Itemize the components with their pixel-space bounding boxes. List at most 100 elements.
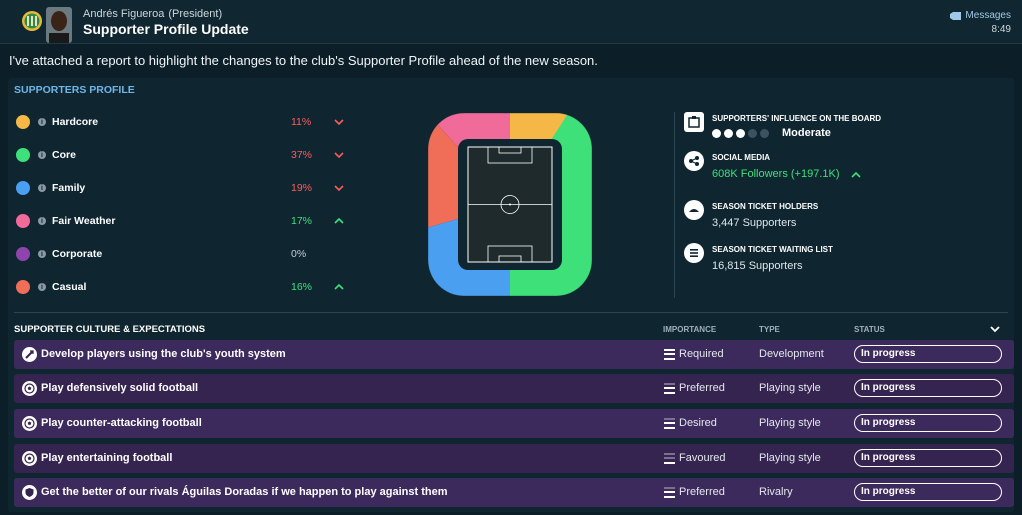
report-panel: SUPPORTERS PROFILE i Hardcore 11% i Core… xyxy=(8,78,1014,512)
segment-family[interactable]: i Family 19% xyxy=(16,178,346,198)
status-column-header[interactable]: STATUS xyxy=(854,325,885,334)
segment-percent: 19% xyxy=(291,182,313,194)
segment-corporate[interactable]: i Corporate 0% xyxy=(16,244,346,264)
segment-percent: 37% xyxy=(291,149,313,161)
season-ticket-label: SEASON TICKET HOLDERS xyxy=(712,202,819,211)
football-icon xyxy=(22,381,37,396)
importance-cell: Favoured xyxy=(664,452,725,464)
influence-dot xyxy=(724,129,733,138)
segment-name: Corporate xyxy=(52,248,103,260)
info-icon[interactable]: i xyxy=(38,151,46,159)
segment-percent: 11% xyxy=(291,116,312,128)
culture-row[interactable]: Play counter-attacking football Desired … xyxy=(14,409,1014,438)
segment-name: Core xyxy=(52,149,76,161)
segment-color-dot xyxy=(16,148,30,162)
influence-level-dots xyxy=(712,129,769,138)
football-icon xyxy=(22,451,37,466)
segment-color-dot xyxy=(16,214,30,228)
social-media-icon xyxy=(684,151,704,171)
type-value: Rivalry xyxy=(759,486,793,498)
board-icon xyxy=(684,112,704,132)
importance-level-bars xyxy=(664,452,675,464)
culture-row[interactable]: Play entertaining football Favoured Play… xyxy=(14,444,1014,473)
importance-value: Required xyxy=(679,348,724,360)
sender-role: (President) xyxy=(168,8,223,20)
messages-label: Messages xyxy=(965,10,1011,21)
importance-cell: Required xyxy=(664,348,724,360)
influence-value: Moderate xyxy=(782,127,831,139)
segment-fair-weather[interactable]: i Fair Weather 17% xyxy=(16,211,346,231)
supporters-profile-title: SUPPORTERS PROFILE xyxy=(14,84,135,96)
importance-value: Preferred xyxy=(679,382,725,394)
chevron-down-icon[interactable] xyxy=(990,324,1000,334)
info-icon[interactable]: i xyxy=(38,250,46,258)
info-icon[interactable]: i xyxy=(38,118,46,126)
waiting-list-label: SEASON TICKET WAITING LIST xyxy=(712,245,833,254)
season-ticket-value: 3,447 Supporters xyxy=(712,217,797,229)
social-media-label: SOCIAL MEDIA xyxy=(712,153,771,162)
importance-cell: Desired xyxy=(664,417,717,429)
expectation-text: Play entertaining football xyxy=(41,452,173,464)
importance-level-bars xyxy=(664,348,675,360)
segment-color-dot xyxy=(16,280,30,294)
expectation-text: Play defensively solid football xyxy=(41,382,199,394)
football-icon xyxy=(22,416,37,431)
type-value: Playing style xyxy=(759,452,821,464)
rivalry-shield-icon xyxy=(22,485,37,500)
importance-cell: Preferred xyxy=(664,486,725,498)
importance-value: Favoured xyxy=(679,452,726,464)
segment-percent: 17% xyxy=(291,215,313,227)
info-icon[interactable]: i xyxy=(38,217,46,225)
info-icon[interactable]: i xyxy=(38,283,46,291)
segment-name: Hardcore xyxy=(52,116,99,128)
messages-link[interactable]: Messages xyxy=(950,10,1011,21)
horizontal-divider xyxy=(14,312,1008,313)
importance-column-header[interactable]: IMPORTANCE xyxy=(663,325,717,334)
trend-down-icon xyxy=(334,185,344,192)
segment-name: Fair Weather xyxy=(52,215,116,227)
type-value: Playing style xyxy=(759,417,821,429)
waiting-list-value: 16,815 Supporters xyxy=(712,260,803,272)
trend-down-icon xyxy=(334,152,344,159)
trend-up-icon xyxy=(334,283,344,290)
vertical-divider xyxy=(674,112,675,298)
expectation-text: Get the better of our rivals Águilas Dor… xyxy=(41,486,448,498)
season-ticket-icon xyxy=(684,200,704,220)
message-header: Andrés Figueroa (President) Supporter Pro… xyxy=(0,0,1022,44)
segment-core[interactable]: i Core 37% xyxy=(16,145,346,165)
influence-dot xyxy=(736,129,745,138)
segment-hardcore[interactable]: i Hardcore 11% xyxy=(16,112,346,132)
sender-name[interactable]: Andrés Figueroa xyxy=(83,8,165,20)
culture-row[interactable]: Develop players using the club's youth s… xyxy=(14,340,1014,369)
club-crest-icon xyxy=(22,11,42,31)
influence-label: SUPPORTERS' INFLUENCE ON THE BOARD xyxy=(712,114,882,123)
trend-up-icon xyxy=(851,171,861,178)
status-badge: In progress xyxy=(854,483,1002,501)
culture-title: SUPPORTER CULTURE & EXPECTATIONS xyxy=(14,324,206,335)
type-column-header[interactable]: TYPE xyxy=(759,325,780,334)
culture-row[interactable]: Get the better of our rivals Águilas Dor… xyxy=(14,478,1014,507)
expectation-text: Develop players using the club's youth s… xyxy=(41,348,286,360)
type-value: Development xyxy=(759,348,824,360)
status-badge: In progress xyxy=(854,449,1002,467)
social-media-value: 608K Followers (+197.1K) xyxy=(712,168,840,180)
segment-casual[interactable]: i Casual 16% xyxy=(16,277,346,297)
sender-line: Andrés Figueroa (President) xyxy=(83,8,222,20)
message-subject: Supporter Profile Update xyxy=(83,21,249,37)
sender-avatar[interactable] xyxy=(46,7,72,43)
intro-text: I've attached a report to highlight the … xyxy=(9,53,598,68)
influence-dot xyxy=(748,129,757,138)
trend-down-icon xyxy=(334,119,344,126)
importance-level-bars xyxy=(664,417,675,429)
status-badge: In progress xyxy=(854,414,1002,432)
importance-level-bars xyxy=(664,382,675,394)
segment-color-dot xyxy=(16,115,30,129)
segment-name: Casual xyxy=(52,281,87,293)
importance-cell: Preferred xyxy=(664,382,725,394)
waiting-list-icon xyxy=(684,243,704,263)
messages-icon xyxy=(950,11,962,20)
info-icon[interactable]: i xyxy=(38,184,46,192)
culture-row[interactable]: Play defensively solid football Preferre… xyxy=(14,374,1014,403)
status-badge: In progress xyxy=(854,345,1002,363)
influence-dot xyxy=(760,129,769,138)
